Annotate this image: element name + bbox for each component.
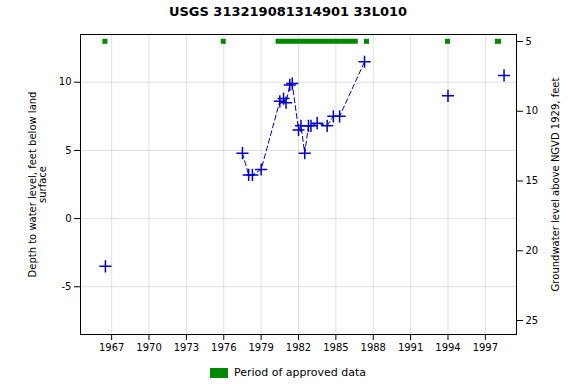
svg-text:10: 10 xyxy=(526,105,539,116)
svg-text:Depth to water level, feet bel: Depth to water level, feet below landsur… xyxy=(27,92,48,278)
svg-text:1988: 1988 xyxy=(361,342,386,353)
svg-text:1976: 1976 xyxy=(211,342,236,353)
svg-text:1997: 1997 xyxy=(473,342,498,353)
svg-text:1982: 1982 xyxy=(286,342,311,353)
svg-text:5: 5 xyxy=(65,145,71,156)
html-text:Period of approved data: Period of approved data xyxy=(233,366,367,379)
svg-text:0: 0 xyxy=(65,213,71,224)
svg-text:1979: 1979 xyxy=(248,342,273,353)
svg-text:-5: -5 xyxy=(62,281,72,292)
svg-text:1994: 1994 xyxy=(435,342,460,353)
svg-text:15: 15 xyxy=(526,175,539,186)
svg-text:5: 5 xyxy=(526,36,532,47)
svg-text:1970: 1970 xyxy=(136,342,161,353)
svg-text:1973: 1973 xyxy=(174,342,199,353)
svg-text:Groundwater level above NGVD 1: Groundwater level above NGVD 1929, feet xyxy=(550,78,561,292)
svg-text:1985: 1985 xyxy=(323,342,348,353)
svg-text:20: 20 xyxy=(526,245,539,256)
svg-text:1967: 1967 xyxy=(99,342,124,353)
svg-text:1991: 1991 xyxy=(398,342,423,353)
svg-text:25: 25 xyxy=(526,315,539,326)
html-text:USGS 313219081314901 33L010: USGS 313219081314901 33L010 xyxy=(168,4,408,19)
svg-text:10: 10 xyxy=(59,76,72,87)
